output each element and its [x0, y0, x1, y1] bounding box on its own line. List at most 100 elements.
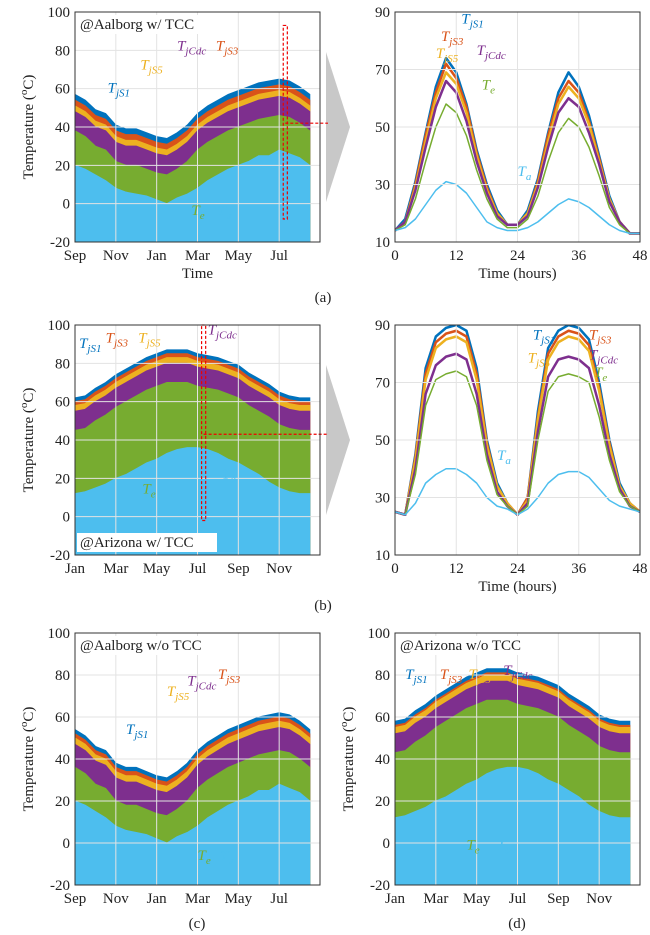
label-subscript: jS1 [132, 729, 148, 741]
series-label: Ta [220, 848, 234, 867]
label-subscript: e [490, 85, 495, 97]
label-subscript: jCdc [510, 670, 533, 682]
label-subscript: e [602, 372, 607, 384]
label-symbol: T [477, 43, 487, 59]
x-tick-label: Mar [185, 248, 210, 264]
label-symbol: T [466, 837, 476, 853]
label-subscript: jCdc [595, 355, 618, 367]
y-tick-label: 50 [375, 120, 390, 136]
label-subscript: jS5 [173, 691, 190, 703]
y-tick-label: 10 [375, 548, 390, 564]
axes-box [394, 11, 641, 243]
label-symbol: T [216, 38, 226, 54]
axes-box [74, 324, 321, 556]
y-tick-label: 80 [55, 356, 70, 372]
label-symbol: T [191, 203, 201, 219]
series-label: TjS3 [440, 667, 463, 686]
x-tick-label: Sep [64, 891, 87, 907]
x-tick-label: Nov [103, 248, 129, 264]
label-subscript: e [200, 210, 205, 222]
series-label: Ta [497, 837, 511, 856]
label-subscript: jS1 [412, 674, 428, 686]
y-axis-label-part: C) [21, 75, 37, 90]
label-subscript: a [226, 210, 232, 222]
series-label: Te [142, 482, 155, 501]
label-symbol: T [518, 164, 528, 180]
series-label: TjS5 [167, 684, 190, 703]
label-subscript: a [526, 171, 532, 183]
series-label: TjS5 [528, 350, 551, 369]
y-tick-label: 20 [55, 794, 70, 810]
x-tick-label: Mar [423, 891, 448, 907]
series-label: TjCdc [589, 348, 618, 367]
plot-area [395, 668, 631, 885]
zoom-arrow [326, 365, 350, 515]
series-label: Ta [518, 164, 532, 183]
label-symbol: T [79, 336, 89, 352]
y-axis-label: Temperature (oC) [18, 75, 37, 180]
label-subscript: jS5 [534, 357, 551, 369]
y-tick-label: -20 [370, 878, 390, 894]
label-subscript: jS5 [475, 674, 492, 686]
chart-title: @Arizona w/o TCC [400, 638, 521, 654]
x-tick-label: Jan [147, 891, 167, 907]
zoom-arrow [326, 52, 350, 202]
series-label: Te [466, 837, 479, 856]
label-subscript: jS1 [468, 19, 484, 31]
x-tick-label: 36 [571, 561, 587, 577]
y-axis-label-part: Temperature ( [21, 408, 37, 492]
series-label: Te [191, 203, 204, 222]
series-label: TjS1 [108, 81, 130, 100]
label-subscript: jS3 [447, 36, 464, 48]
x-tick-label: Mar [103, 561, 128, 577]
y-axis-label: Temperature (oC) [338, 707, 357, 812]
y-tick-label: 0 [383, 836, 391, 852]
y-tick-label: 100 [48, 5, 71, 21]
label-subscript: jS5 [442, 53, 459, 65]
y-axis-label-part: o [338, 721, 350, 727]
y-tick-label: 60 [55, 710, 70, 726]
y-tick-label: 60 [55, 395, 70, 411]
y-axis-label: Temperature (oC) [18, 707, 37, 812]
x-axis-label: Time (hours) [478, 266, 556, 282]
label-subscript: jCdc [483, 50, 506, 62]
x-tick-label: May [225, 248, 253, 264]
label-subscript: jS3 [112, 337, 129, 349]
series-label: TjS5 [436, 46, 459, 65]
x-tick-label: Mar [185, 891, 210, 907]
series-label: TjS1 [126, 722, 148, 741]
label-symbol: T [142, 482, 152, 498]
y-tick-label: 50 [375, 433, 390, 449]
y-axis-label-part: o [18, 402, 30, 408]
label-symbol: T [218, 203, 228, 219]
label-symbol: T [167, 684, 177, 700]
x-tick-label: Jul [270, 248, 288, 264]
x-tick-label: May [225, 891, 253, 907]
label-subscript: a [505, 844, 511, 856]
y-tick-label: 0 [63, 836, 71, 852]
label-subscript: a [230, 473, 236, 485]
y-tick-label: 30 [375, 491, 390, 507]
x-tick-label: 48 [633, 561, 648, 577]
zoom-window [282, 24, 288, 220]
label-symbol: T [106, 330, 116, 346]
label-subscript: e [151, 489, 156, 501]
x-tick-label: Sep [227, 561, 250, 577]
y-tick-label: 0 [63, 510, 71, 526]
label-symbol: T [469, 667, 479, 683]
axes-box [74, 632, 321, 886]
series-label: TjS3 [218, 667, 241, 686]
y-tick-label: 20 [55, 158, 70, 174]
y-tick-label: 40 [375, 752, 390, 768]
series-label: Ta [218, 203, 232, 222]
y-tick-label: 0 [63, 197, 71, 213]
y-axis-label-part: C) [341, 707, 357, 722]
y-axis-label-part: Temperature ( [21, 727, 37, 811]
label-symbol: T [589, 348, 599, 364]
label-symbol: T [503, 663, 513, 679]
x-tick-label: Jan [147, 248, 167, 264]
chart-title: @Arizona w/ TCC [80, 535, 194, 551]
x-tick-label: Nov [266, 561, 292, 577]
series-label: TjS3 [216, 38, 239, 57]
label-subscript: jS1 [114, 88, 130, 100]
